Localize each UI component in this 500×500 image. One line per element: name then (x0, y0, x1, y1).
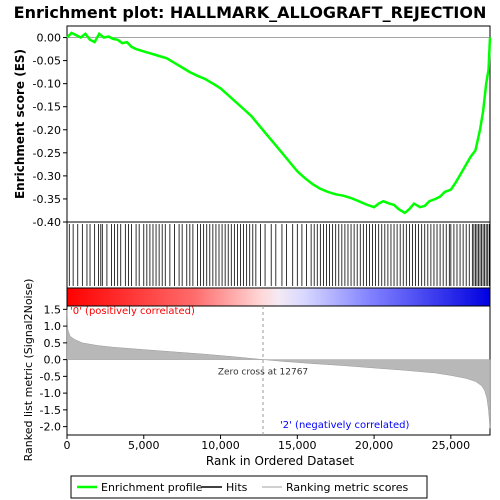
legend-ranking-label: Ranking metric scores (286, 481, 408, 494)
legend: Enrichment profile Hits Ranking metric s… (70, 475, 428, 499)
ranking-y-axis-label: Ranked list metric (Signal2Noise) (22, 279, 35, 462)
x-tick-label: 5,000 (128, 439, 160, 452)
ranking-heat-bar (66, 287, 491, 307)
es-y-tick-label: -0.05 (33, 55, 61, 68)
es-y-tick-label: -0.20 (33, 124, 61, 137)
ranking-y-tick-label: 0.5 (44, 337, 62, 350)
x-tick-label: 0 (64, 439, 71, 452)
x-tick-label: 10,000 (201, 439, 240, 452)
ranking-y-tick-label: -0.5 (40, 370, 61, 383)
ranking-y-tick-label: 1.0 (44, 320, 62, 333)
ranking-y-tick-label: -1.0 (40, 387, 61, 400)
es-y-tick-label: -0.25 (33, 147, 61, 160)
x-tick-label: 25,000 (432, 439, 471, 452)
positive-correlation-label: '0' (positively correlated) (70, 306, 195, 317)
hit-marks (68, 224, 490, 286)
ranking-y-tick-label: 0.0 (44, 354, 62, 367)
ranking-y-tick-label: 1.5 (44, 303, 62, 316)
es-y-tick-label: 0.00 (37, 32, 62, 45)
es-y-tick-label: -0.40 (33, 216, 61, 229)
legend-frame (70, 475, 428, 499)
es-y-axis-label: Enrichment score (ES) (13, 49, 27, 199)
ranking-y-tick-label: -2.0 (40, 421, 61, 434)
es-y-tick-label: -0.15 (33, 101, 61, 114)
es-y-tick-label: -0.35 (33, 193, 61, 206)
enrichment-profile-line (66, 31, 492, 215)
chart-title: Enrichment plot: HALLMARK_ALLOGRAFT_REJE… (14, 3, 487, 22)
legend-enrichment-label: Enrichment profile (101, 481, 203, 494)
es-y-tick-label: -0.30 (33, 170, 61, 183)
ranking-metric-area (66, 309, 491, 429)
hits-panel-frame (66, 221, 491, 289)
x-tick-label: 20,000 (355, 439, 394, 452)
negative-correlation-label: '2' (negatively correlated) (280, 420, 409, 431)
x-axis: 0 5,000 10,000 15,000 20,000 25,000 (64, 435, 471, 452)
es-y-tick-label: -0.10 (33, 78, 61, 91)
ranking-y-tick-label: -1.5 (40, 404, 61, 417)
legend-hits-label: Hits (226, 481, 248, 494)
ranking-y-axis: 1.5 1.0 0.5 0.0 -0.5 -1.0 -1.5 -2.0 (40, 303, 67, 434)
es-panel-frame (66, 25, 491, 223)
zero-cross-label: Zero cross at 12767 (218, 368, 308, 378)
x-axis-label: Rank in Ordered Dataset (206, 454, 354, 468)
es-y-axis: 0.00 -0.05 -0.10 -0.15 -0.20 -0.25 -0.30 -0.35 -… (33, 32, 67, 229)
x-tick-label: 15,000 (278, 439, 317, 452)
